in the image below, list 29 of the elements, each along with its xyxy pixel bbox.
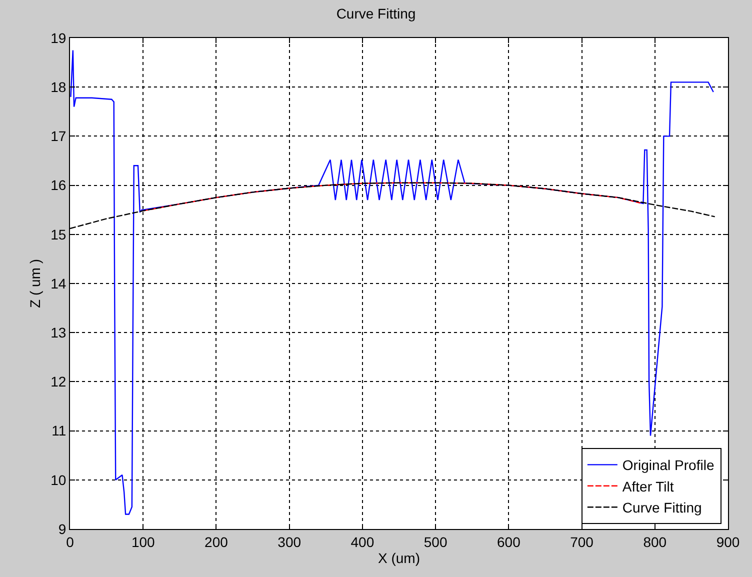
- y-axis-title: Z ( um ): [27, 259, 44, 308]
- legend-label: Curve Fitting: [622, 500, 702, 516]
- line-series: [70, 50, 714, 515]
- x-tick-label: 900: [716, 534, 740, 550]
- y-tick-label: 13: [50, 324, 66, 340]
- y-tick-label: 12: [50, 374, 66, 390]
- y-tick-label: 9: [58, 520, 66, 537]
- x-tick-label: 500: [424, 534, 448, 550]
- x-tick-label: 600: [496, 534, 521, 550]
- y-tick-label: 18: [50, 79, 66, 95]
- y-tick-label: 14: [50, 275, 66, 292]
- x-tick-label: 700: [570, 534, 594, 550]
- x-tick-label: 0: [66, 534, 74, 550]
- legend-label: After Tilt: [622, 478, 674, 494]
- x-tick-label: 200: [204, 534, 228, 550]
- x-tick-label: 300: [278, 534, 302, 550]
- x-tick-label: 800: [643, 534, 667, 550]
- line-series: [142, 182, 641, 212]
- y-tick-label: 10: [50, 472, 66, 488]
- x-axis-title: X (um): [378, 550, 420, 566]
- x-tick-label: 400: [350, 534, 374, 550]
- chart-title: Curve Fitting: [336, 5, 416, 22]
- y-tick-label: 16: [50, 177, 66, 194]
- legend-label: Original Profile: [622, 457, 714, 474]
- y-tick-label: 11: [52, 422, 66, 439]
- y-tick-label: 17: [50, 128, 66, 144]
- y-tick-label: 19: [50, 30, 66, 46]
- y-tick-label: 15: [50, 226, 66, 242]
- x-tick-label: 100: [131, 534, 156, 550]
